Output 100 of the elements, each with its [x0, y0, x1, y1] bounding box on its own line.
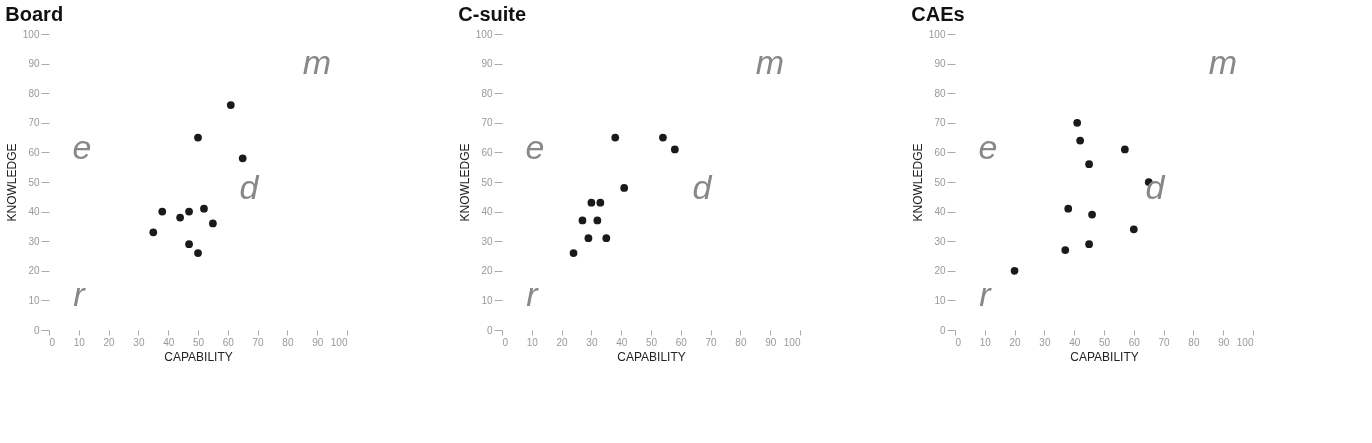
x-tick-label: 60 [1128, 336, 1141, 348]
x-tick-label: 20 [556, 336, 569, 348]
point [670, 145, 679, 154]
x-tick-label: 50 [1098, 336, 1111, 348]
x-tick-label: 10 [73, 336, 86, 348]
x-axis-title: CAPABILITY [617, 349, 686, 364]
y-tick-label: 10 [481, 294, 493, 306]
y-tick-label: 60 [481, 146, 493, 158]
y-tick-label: 30 [481, 235, 493, 247]
x-axis-title: CAPABILITY [1070, 349, 1139, 364]
chart-title: CAEs [911, 3, 965, 25]
x-tick-label: 70 [705, 336, 718, 348]
y-tick-label: 80 [934, 87, 946, 99]
x-tick-label: 80 [1188, 336, 1200, 348]
x-tick-label: 30 [586, 336, 598, 348]
annotation: e [72, 128, 92, 166]
annotation: d [239, 168, 260, 206]
annotation: r [526, 275, 540, 313]
point [1129, 225, 1138, 234]
x-tick-label: 0 [955, 336, 962, 348]
point [1061, 246, 1070, 254]
y-tick-label: 0 [939, 324, 946, 336]
x-tick-label: 90 [765, 336, 777, 348]
point [209, 219, 217, 228]
annotation: e [525, 128, 545, 166]
point [620, 184, 629, 192]
y-tick-label: 20 [28, 265, 40, 277]
y-tick-label: 60 [28, 146, 40, 158]
annotation: m [755, 43, 785, 81]
y-tick-label: 90 [934, 58, 946, 70]
x-tick-label: 100 [783, 336, 801, 348]
point [226, 101, 235, 109]
x-tick-label: 20 [103, 336, 116, 348]
y-tick-label: 100 [22, 28, 40, 40]
y-tick-label: 30 [934, 235, 946, 247]
y-axis-title: KNOWLEDGE [910, 143, 925, 222]
point [584, 234, 593, 243]
point [596, 198, 605, 207]
y-tick-label: 20 [934, 265, 946, 277]
x-tick-label: 50 [192, 336, 205, 348]
y-tick-label: 10 [28, 294, 40, 306]
x-tick-label: 0 [49, 336, 56, 348]
point [587, 198, 596, 207]
point [602, 234, 611, 243]
point [149, 228, 158, 237]
annotation: d [692, 168, 713, 206]
x-tick-label: 50 [645, 336, 658, 348]
point [1064, 204, 1073, 213]
x-tick-label: 60 [675, 336, 688, 348]
x-tick-label: 100 [330, 336, 348, 348]
x-tick-label: 10 [526, 336, 539, 348]
point [1085, 240, 1093, 249]
y-tick-label: 90 [28, 58, 40, 70]
x-tick-label: 40 [163, 336, 175, 348]
point [176, 213, 184, 222]
x-tick-label: 30 [1039, 336, 1051, 348]
y-tick-label: 40 [28, 206, 40, 218]
chart-title: Board [5, 3, 64, 25]
x-tick-label: 80 [282, 336, 294, 348]
point [1010, 266, 1019, 275]
chart-title: C-suite [458, 3, 527, 25]
point [1120, 145, 1129, 154]
y-tick-label: 100 [928, 28, 946, 40]
y-tick-label: 90 [481, 58, 493, 70]
y-axis-title: KNOWLEDGE [4, 143, 19, 222]
point [194, 249, 202, 257]
y-tick-label: 30 [28, 235, 40, 247]
annotation: m [302, 43, 332, 81]
y-tick-label: 50 [934, 176, 946, 188]
x-tick-label: 90 [312, 336, 324, 348]
annotation: e [978, 128, 998, 166]
point [158, 207, 167, 216]
point [578, 216, 587, 225]
x-tick-label: 0 [502, 336, 509, 348]
x-tick-label: 70 [1158, 336, 1171, 348]
y-tick-label: 50 [28, 176, 40, 188]
annotation: d [1145, 168, 1166, 206]
y-tick-label: 40 [934, 206, 946, 218]
point [194, 133, 202, 142]
y-tick-label: 0 [33, 324, 40, 336]
point [238, 154, 247, 163]
y-tick-label: 10 [934, 294, 946, 306]
y-tick-label: 80 [28, 87, 40, 99]
point [593, 216, 602, 225]
y-tick-label: 60 [934, 146, 946, 158]
point [185, 207, 193, 216]
x-tick-label: 80 [735, 336, 747, 348]
y-tick-label: 50 [481, 176, 493, 188]
x-tick-label: 20 [1009, 336, 1022, 348]
point [1088, 210, 1096, 219]
x-tick-label: 40 [1069, 336, 1081, 348]
x-tick-label: 70 [252, 336, 265, 348]
point [659, 133, 667, 142]
y-tick-label: 70 [481, 117, 493, 129]
annotation: r [979, 275, 993, 313]
point [200, 204, 208, 213]
y-tick-label: 70 [934, 117, 946, 129]
annotation: m [1208, 43, 1238, 81]
point [569, 249, 578, 257]
y-tick-label: 70 [28, 117, 40, 129]
